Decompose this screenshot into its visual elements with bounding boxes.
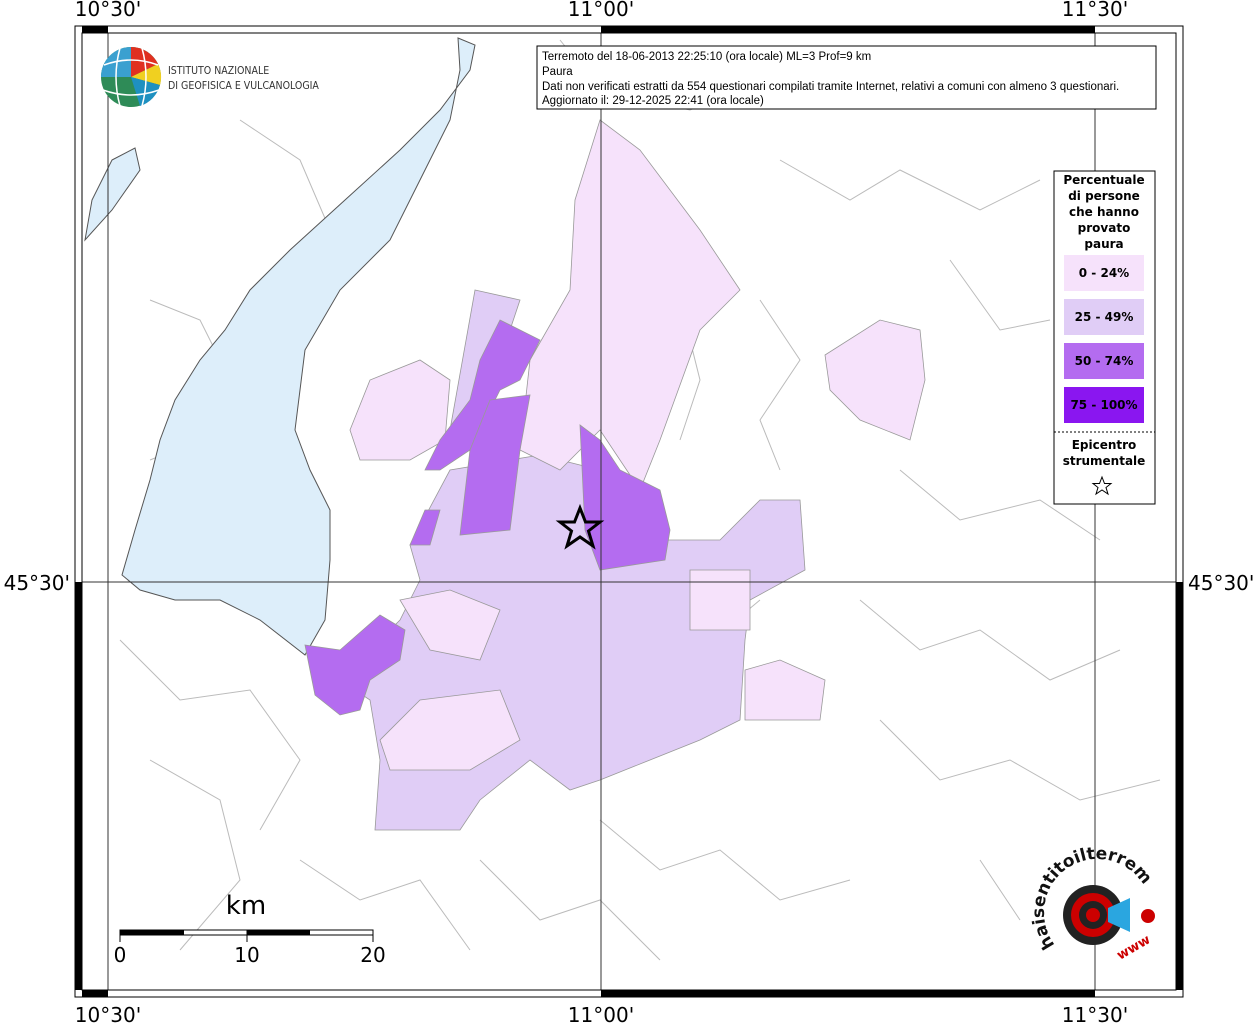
legend-title: Percentuale [1063,173,1144,187]
commune [409,509,441,546]
scale-label: 0 [114,943,127,967]
commune [349,359,451,461]
longitude-label: 11°30' [1062,0,1128,21]
commune [459,394,531,536]
legend-swatch [1064,299,1144,335]
longitude-label: 11°00' [568,0,634,21]
commune [519,119,741,491]
legend-star [1091,475,1113,496]
communes [304,119,926,831]
legend-label: 0 - 24% [1079,266,1129,280]
longitude-label: 11°30' [1062,1003,1128,1024]
latitude-label: 45°30' [1188,571,1254,595]
commune [689,569,751,631]
info-line: Aggiornato il: 29-12-2025 22:41 (ora loc… [542,95,764,107]
legend-swatch [1064,255,1144,291]
commune [424,319,541,471]
logo-text: ISTITUTO NAZIONALE [168,65,269,77]
commune [824,319,926,441]
longitude-label: 11°00' [568,1003,634,1024]
lake [121,37,476,656]
legend-swatch [1064,343,1144,379]
commune [379,689,521,771]
scale-label: 10 [234,943,259,967]
info-line: Terremoto del 18-06-2013 22:25:10 (ora l… [542,51,871,63]
legend-title: provato [1078,221,1131,235]
scale-bar: km 0 10 20 [114,891,386,967]
info-line: Paura [542,66,573,78]
epicenter [555,503,605,550]
commune [744,659,826,721]
legend-label: 75 - 100% [1070,398,1137,412]
frame [74,25,1184,998]
legend-epicenter: Epicentro [1072,438,1137,452]
legend-epicenter: strumentale [1063,454,1146,468]
commune [399,589,501,661]
longitude-label: 10°30' [75,0,141,21]
lake [84,147,141,242]
legend-label: 50 - 74% [1075,354,1134,368]
logo-text: DI GEOFISICA E VULCANOLOGIA [168,80,319,92]
ingv-logo: ISTITUTO NAZIONALE DI GEOFISICA E VULCAN… [101,47,319,107]
scale-label: 20 [360,943,385,967]
info-box [536,45,1157,110]
info-line: Dati non verificati estratti da 554 ques… [542,81,1119,93]
longitude-label: 10°30' [75,1003,141,1024]
scale-unit: km [226,891,266,921]
legend-title: che hanno [1069,205,1139,219]
legend-box [1053,170,1156,505]
latitude-label: 45°30' [4,571,70,595]
legend: Percentuale di persone che hanno provato… [1053,170,1156,505]
commune [304,614,406,716]
legend-swatch [1064,387,1144,423]
legend-title: paura [1084,237,1123,251]
legend-title: di persone [1068,189,1140,203]
legend-label: 25 - 49% [1075,310,1134,324]
